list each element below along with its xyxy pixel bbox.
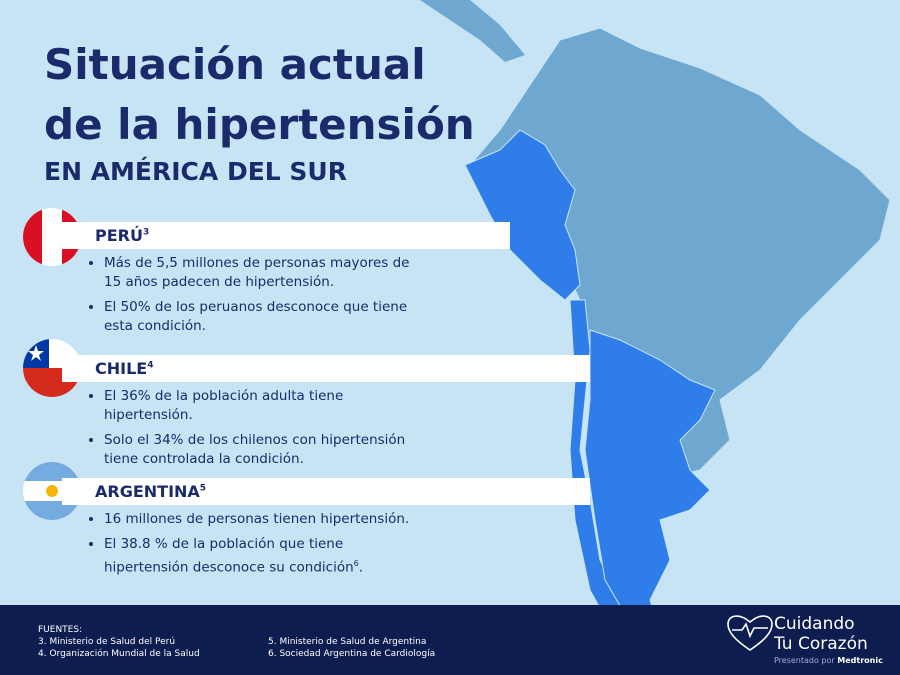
country-band (62, 355, 590, 382)
country-band (62, 222, 510, 249)
country-name: ARGENTINA5 (95, 482, 206, 501)
logo-line: Cuidando (774, 614, 855, 634)
bullet: El 36% de la población adulta tiene hipe… (104, 387, 424, 425)
bullet-text: El 36% de la población adulta tiene hipe… (104, 388, 344, 423)
title-line: de la hipertensión (44, 100, 475, 149)
footer-bar (0, 605, 900, 675)
argentina-map (584, 329, 716, 641)
central-america (420, 0, 525, 62)
peru-map (464, 129, 581, 301)
country-ref: 5 (199, 483, 207, 494)
bullet: El 38.8 % de la población que tiene hipe… (104, 535, 424, 578)
bullet-after: . (358, 559, 364, 576)
country-ref: 3 (142, 227, 150, 238)
subtitle: EN AMÉRICA DEL SUR (44, 157, 347, 186)
presented-text: Presentado por (774, 656, 835, 665)
bullet-text: Solo el 34% de los chilenos con hiperten… (104, 432, 406, 467)
bullet-list: El 36% de la población adulta tiene hipe… (88, 387, 424, 475)
bullet-ref: 6 (353, 559, 359, 568)
source: 5. Ministerio de Salud de Argentina (268, 637, 427, 647)
source: 3. Ministerio de Salud del Perú (38, 637, 176, 647)
bullet-list: 16 millones de personas tienen hipertens… (88, 510, 424, 584)
brand: Medtronic (837, 656, 883, 665)
bullet: El 50% de los peruanos desconoce que tie… (104, 298, 424, 336)
sources-label: FUENTES: (38, 625, 83, 635)
bullet: Más de 5,5 millones de personas mayores … (104, 254, 424, 292)
bullet: Solo el 34% de los chilenos con hiperten… (104, 431, 424, 469)
country-name-text: CHILE (95, 359, 148, 378)
bullet-text: Más de 5,5 millones de personas mayores … (104, 255, 410, 290)
source: 6. Sociedad Argentina de Cardiología (268, 649, 436, 659)
source: 4. Organización Mundial de la Salud (38, 649, 200, 659)
bullet-text: 16 millones de personas tienen hipertens… (104, 511, 410, 527)
logo-heart (727, 615, 773, 651)
logo-presented: Presentado por Medtronic (774, 656, 883, 665)
title-line: Situación actual (44, 40, 426, 89)
country-band (62, 478, 590, 505)
country-name-text: ARGENTINA (95, 482, 200, 501)
country-ref: 4 (147, 360, 154, 371)
country-name-text: PERÚ (95, 226, 143, 245)
bullet-list: Más de 5,5 millones de personas mayores … (88, 254, 424, 342)
country-name: PERÚ3 (95, 226, 149, 245)
country-name: CHILE4 (95, 359, 153, 378)
bullet: 16 millones de personas tienen hipertens… (104, 510, 424, 529)
bullet-text: El 38.8 % de la población que tiene hipe… (104, 536, 354, 576)
logo-line: Tu Corazón (774, 634, 868, 654)
bullet-text: El 50% de los peruanos desconoce que tie… (104, 299, 408, 334)
